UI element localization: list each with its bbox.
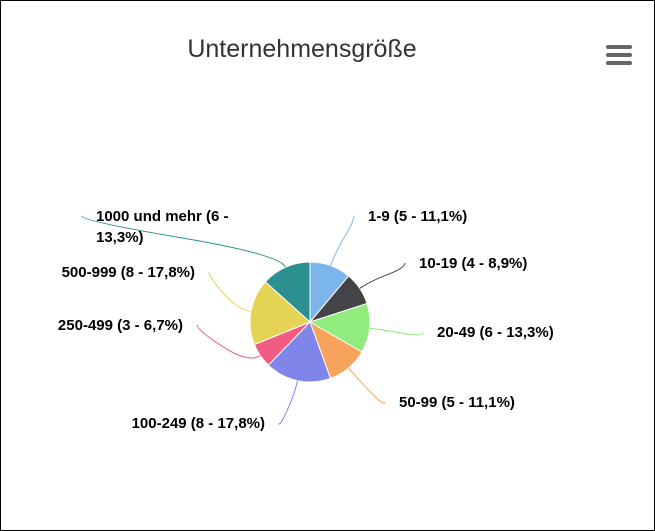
chart-title: Unternehmensgröße [187, 35, 416, 63]
connector [369, 327, 424, 336]
connector [81, 215, 287, 268]
data-label: 50-99 (5 - 11,1%) [399, 394, 515, 411]
data-label: 1-9 (5 - 11,1%) [368, 208, 467, 225]
connector [196, 324, 261, 359]
data-label: 10-19 (4 - 8,9%) [419, 255, 527, 272]
menu-bar [606, 61, 632, 65]
menu-bar [606, 45, 632, 49]
menu-bar [606, 53, 632, 57]
label-line: 13,3%) [96, 229, 144, 246]
data-label: 100-249 (8 - 17,8%) [132, 415, 265, 432]
data-label: 250-499 (3 - 6,7%) [58, 317, 183, 334]
label-line: 1000 und mehr (6 - [96, 208, 229, 225]
menu-button[interactable] [606, 45, 632, 65]
connector [278, 380, 299, 425]
connector [348, 367, 386, 404]
pie-slice [249, 281, 311, 346]
pie-slice [267, 321, 332, 383]
data-label: 500-999 (8 - 17,8%) [62, 264, 195, 281]
connector [208, 271, 252, 313]
connector [330, 215, 355, 266]
data-label: 1000 und mehr (6 - 13,3%) [96, 208, 229, 246]
data-label: 20-49 (6 - 13,3%) [437, 324, 554, 341]
connector [359, 262, 406, 289]
